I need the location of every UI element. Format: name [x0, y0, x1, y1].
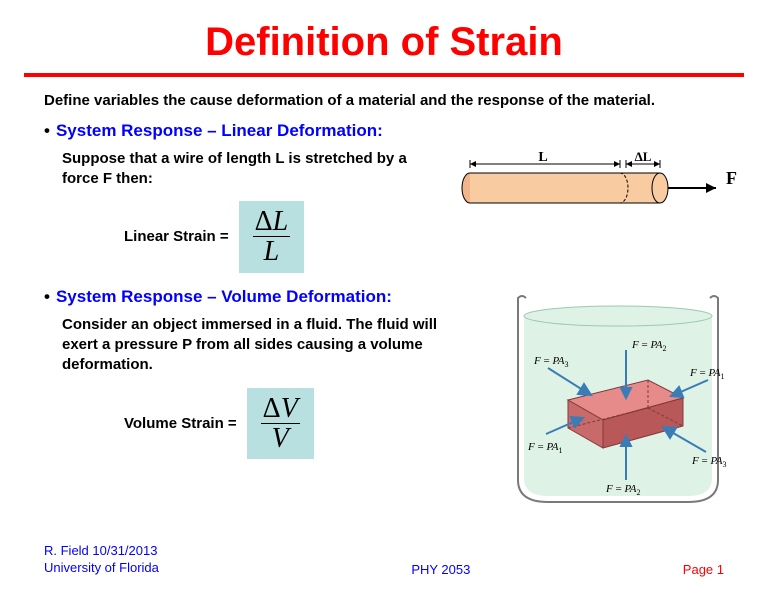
footer-author: R. Field 10/31/2013	[44, 543, 159, 560]
footer-course: PHY 2053	[159, 562, 683, 577]
svg-text:F = PA3: F = PA3	[533, 355, 568, 369]
wire-L-label: L	[538, 152, 547, 165]
footer-left: R. Field 10/31/2013 University of Florid…	[44, 543, 159, 577]
wire-dL-label: ΔL	[635, 152, 652, 164]
svg-text:F = PA3: F = PA3	[691, 455, 726, 469]
page-title: Definition of Strain	[0, 0, 768, 73]
footer: R. Field 10/31/2013 University of Florid…	[0, 543, 768, 577]
footer-institution: University of Florida	[44, 560, 159, 577]
linear-heading-text: System Response – Linear Deformation:	[56, 121, 383, 140]
footer-page: Page 1	[683, 562, 724, 577]
volume-heading-text: System Response – Volume Deformation:	[56, 287, 392, 306]
linear-body: Suppose that a wire of length L is stret…	[44, 149, 424, 190]
svg-text:F = PA1: F = PA1	[527, 441, 562, 455]
linear-formula: ΔL L	[239, 201, 305, 273]
beaker-diagram: F = PA2 F = PA2 F = PA1 F = PA1 F = PA3 …	[498, 280, 738, 510]
linear-heading: • System Response – Linear Deformation:	[44, 121, 724, 141]
svg-text:F = PA2: F = PA2	[631, 339, 666, 353]
volume-body: Consider an object immersed in a fluid. …	[44, 315, 464, 376]
volume-formula-label: Volume Strain =	[124, 415, 237, 432]
bullet-icon: •	[44, 287, 50, 306]
title-rule	[24, 73, 744, 77]
svg-text:F = PA1: F = PA1	[689, 367, 724, 381]
volume-formula: ΔV V	[247, 388, 314, 460]
linear-formula-label: Linear Strain =	[124, 228, 229, 245]
svg-text:F = PA2: F = PA2	[605, 483, 640, 497]
wire-F-label: F	[726, 168, 737, 188]
bullet-icon: •	[44, 121, 50, 140]
intro-text: Define variables the cause deformation o…	[0, 91, 768, 121]
wire-diagram: L ΔL F	[448, 152, 738, 216]
